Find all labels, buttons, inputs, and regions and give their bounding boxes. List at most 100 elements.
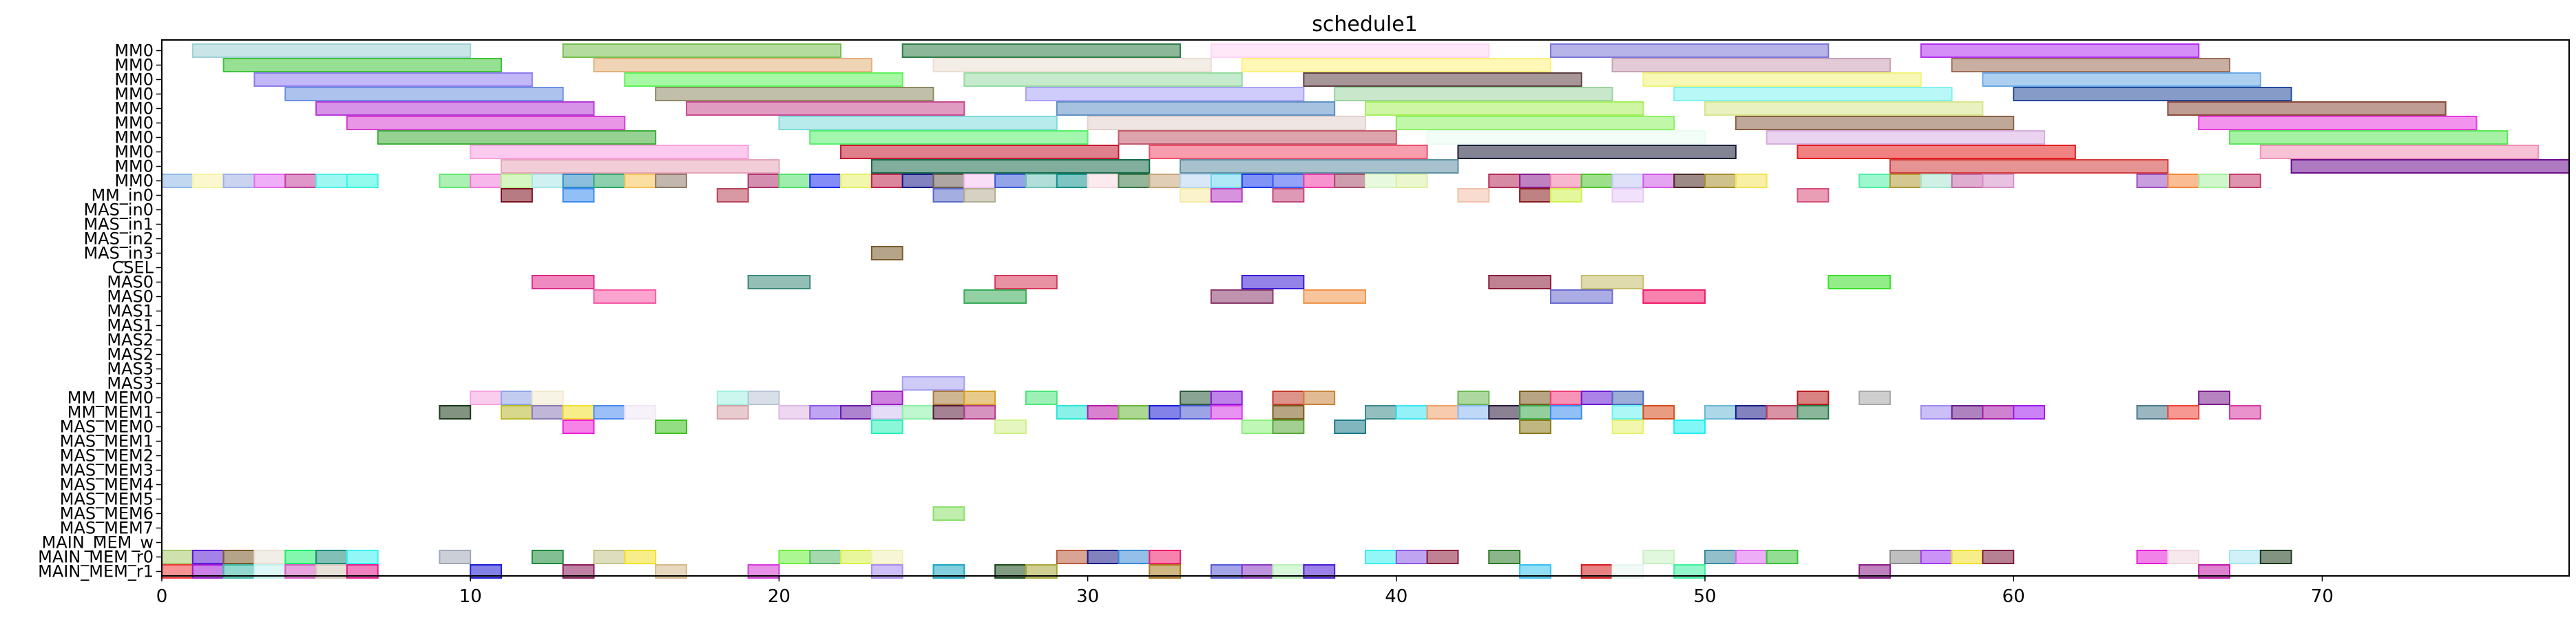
- task-bar: [531, 174, 564, 188]
- task-bar: [1889, 159, 2169, 174]
- task-bar: [1673, 564, 1706, 579]
- y-tick-label: MAS_MEM0: [60, 417, 154, 437]
- task-bar: [2136, 550, 2169, 564]
- task-bar: [1858, 391, 1891, 405]
- task-bar: [1087, 116, 1366, 130]
- task-bar: [1457, 145, 1737, 159]
- task-bar: [562, 188, 595, 203]
- task-bar: [2013, 405, 2046, 420]
- task-bar: [1087, 174, 1120, 188]
- y-tick-label: MM0: [114, 70, 154, 90]
- task-bar: [901, 376, 965, 391]
- task-bar: [2228, 174, 2261, 188]
- task-bar: [1303, 72, 1582, 87]
- task-bar: [1087, 405, 1120, 420]
- task-bar: [1704, 550, 1737, 564]
- task-bar: [747, 564, 780, 579]
- y-tick-label: MAS2: [107, 331, 154, 350]
- task-bar: [1580, 174, 1613, 188]
- task-bar: [346, 174, 379, 188]
- task-bar: [932, 564, 965, 579]
- task-bar: [1580, 275, 1644, 289]
- task-bar: [1457, 391, 1490, 405]
- task-bar: [932, 506, 965, 521]
- task-bar: [1457, 188, 1490, 203]
- task-bar: [963, 72, 1243, 87]
- task-bar: [870, 420, 903, 434]
- task-bar: [716, 405, 749, 420]
- task-bar: [1056, 550, 1089, 564]
- y-tick-label: MM0: [114, 41, 154, 61]
- task-bar: [2167, 550, 2200, 564]
- y-tick-label: MAS3: [107, 374, 154, 393]
- task-bar: [470, 174, 503, 188]
- task-bar: [1149, 405, 1182, 420]
- task-bar: [191, 174, 224, 188]
- task-bar: [655, 420, 687, 434]
- task-bar: [1210, 43, 1490, 58]
- task-bar: [1025, 174, 1058, 188]
- x-tick-label: 10: [459, 586, 482, 607]
- y-tick-label: MAS_MEM7: [60, 519, 154, 538]
- task-bar: [932, 391, 965, 405]
- task-bar: [346, 550, 379, 564]
- task-bar: [593, 289, 657, 304]
- task-bar: [624, 550, 657, 564]
- task-bar: [1365, 550, 1397, 564]
- task-bar: [2013, 87, 2292, 101]
- y-tick-label: MM_in0: [91, 186, 154, 205]
- y-tick-label: MAS1: [107, 302, 154, 321]
- task-bar: [624, 174, 657, 188]
- task-bar: [593, 58, 872, 72]
- task-bar: [1735, 405, 1768, 420]
- task-bar: [1488, 550, 1521, 564]
- task-bar: [994, 275, 1058, 289]
- task-bar: [778, 550, 811, 564]
- task-bar: [1395, 116, 1675, 130]
- task-bar: [655, 564, 687, 579]
- task-bar: [716, 188, 749, 203]
- task-bar: [1272, 405, 1305, 420]
- task-bar: [1365, 405, 1397, 420]
- task-bar: [315, 101, 595, 116]
- task-bar: [1272, 188, 1305, 203]
- task-bar: [1549, 174, 1582, 188]
- task-bar: [624, 405, 657, 420]
- task-bar: [2136, 174, 2169, 188]
- task-bar: [1210, 289, 1274, 304]
- task-bar: [1611, 420, 1644, 434]
- task-bar: [1180, 174, 1212, 188]
- task-bar: [2136, 405, 2169, 420]
- task-bar: [655, 87, 934, 101]
- task-bar: [2228, 405, 2261, 420]
- task-bar: [963, 188, 996, 203]
- task-bar: [1272, 420, 1305, 434]
- task-bar: [1488, 405, 1521, 420]
- task-bar: [1549, 391, 1582, 405]
- task-bar: [501, 159, 780, 174]
- task-bar: [470, 391, 503, 405]
- task-bar: [655, 174, 687, 188]
- task-bar: [1519, 405, 1551, 420]
- task-bar: [1519, 420, 1551, 434]
- task-bar: [531, 275, 595, 289]
- y-tick-label: MM0: [114, 157, 154, 176]
- task-bar: [531, 405, 564, 420]
- task-bar: [994, 420, 1027, 434]
- task-bar: [1797, 145, 2076, 159]
- task-bar: [1149, 174, 1182, 188]
- task-bar: [593, 405, 626, 420]
- task-bar: [870, 550, 903, 564]
- task-bar: [840, 174, 872, 188]
- task-bar: [1519, 564, 1551, 579]
- x-tick-label: 40: [1385, 586, 1407, 607]
- task-bar: [809, 174, 842, 188]
- task-bar: [1519, 188, 1551, 203]
- y-tick-label: MAS_MEM4: [60, 475, 154, 495]
- task-bar: [593, 174, 626, 188]
- task-bar: [1149, 564, 1182, 579]
- task-bar: [2198, 174, 2230, 188]
- task-bar: [1642, 289, 1706, 304]
- task-bar: [840, 145, 1120, 159]
- task-bar: [2290, 159, 2570, 174]
